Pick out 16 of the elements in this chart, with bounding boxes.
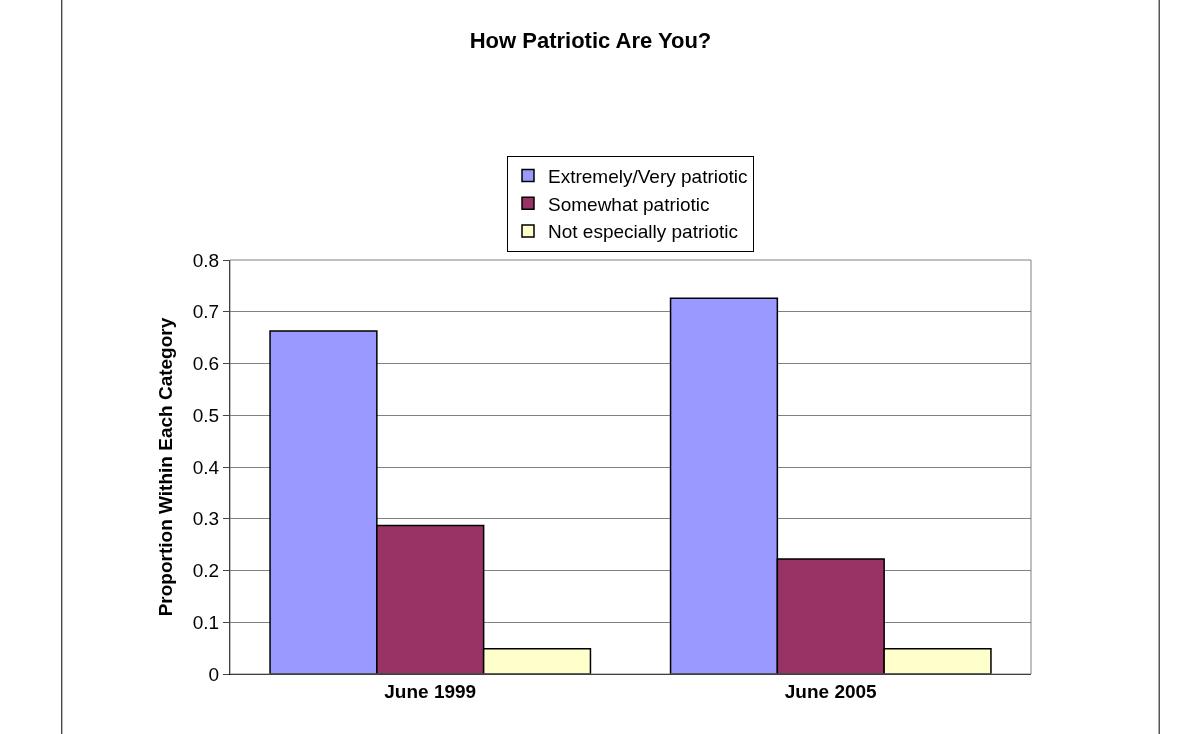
x-tick-label: June 2005 — [784, 680, 878, 702]
y-tick-label: 0.2 — [192, 560, 220, 582]
y-tick-label: 0.6 — [192, 353, 220, 375]
y-tick-label: 0 — [208, 663, 220, 685]
x-tick-label: June 1999 — [384, 680, 477, 702]
y-tick-label: 0.8 — [192, 249, 220, 271]
y-tick-label: 0.7 — [192, 301, 220, 323]
y-tick-label: 0.5 — [192, 404, 220, 426]
chart-title: How Patriotic Are You? — [469, 28, 712, 54]
y-tick-label: 0.1 — [192, 611, 220, 633]
legend-label: Somewhat patriotic — [548, 193, 710, 215]
y-tick-label: 0.4 — [192, 456, 220, 478]
legend-label: Extremely/Very patriotic — [548, 165, 748, 187]
legend-label: Not especially patriotic — [548, 221, 739, 243]
y-axis-title: Proportion Within Each Category — [154, 317, 176, 617]
y-tick-label: 0.3 — [192, 508, 220, 530]
